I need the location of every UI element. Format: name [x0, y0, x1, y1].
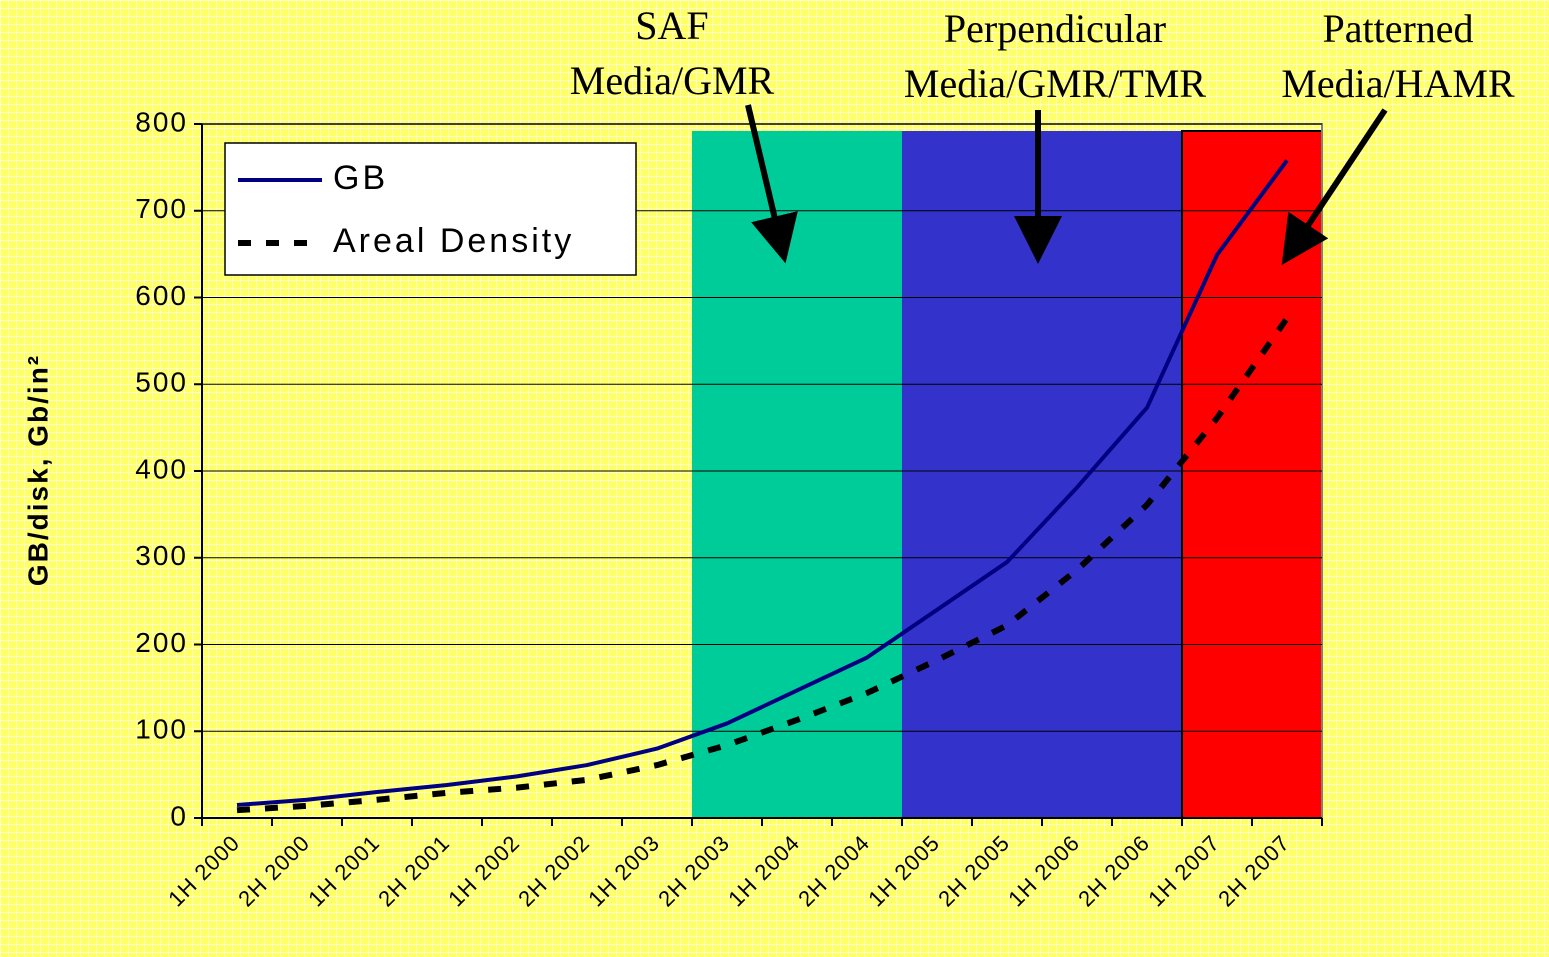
legend-label: Areal Density	[333, 222, 574, 260]
region	[692, 131, 902, 818]
region	[902, 131, 1182, 818]
arrow	[745, 104, 798, 264]
series-line	[236, 316, 1290, 814]
arrow	[1281, 108, 1388, 265]
y-tick-label: 400	[135, 453, 188, 484]
y-tick-label: 200	[135, 627, 188, 658]
y-tick-label: 800	[135, 106, 188, 137]
lines	[236, 159, 1290, 814]
region-label: Patterned	[1322, 6, 1473, 51]
legend-box	[224, 142, 637, 276]
series-line	[236, 159, 1289, 807]
legend: GB Areal Density	[224, 142, 637, 276]
y-tick-label: 700	[135, 193, 188, 224]
region-label: Media/HAMR	[1281, 61, 1515, 106]
legend-label: GB	[333, 159, 388, 197]
y-tick-label: 0	[170, 800, 188, 831]
y-axis-label: GB/disk, Gb/in²	[22, 354, 53, 586]
regions	[692, 130, 1323, 819]
y-tick-label: 100	[135, 714, 188, 745]
region-label: Perpendicular	[944, 6, 1166, 51]
region-label: Media/GMR/TMR	[904, 61, 1207, 106]
y-tick-label: 500	[135, 367, 188, 398]
y-tick-label: 600	[135, 280, 188, 311]
region-label: Media/GMR	[570, 58, 775, 103]
y-tick-label: 300	[135, 540, 188, 571]
region-label: SAF	[635, 3, 708, 48]
